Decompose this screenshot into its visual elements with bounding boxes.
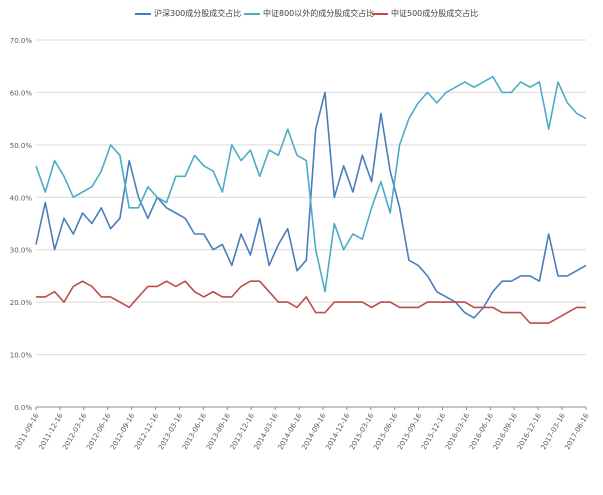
legend-item-zz500: 中证500成分股成交占比: [372, 8, 478, 19]
y-tick-label: 30.0%: [10, 247, 33, 255]
series-line-1: [35, 75, 587, 293]
x-tick-label: 2014-09-16: [300, 412, 328, 452]
x-tick-label: 2011-12-16: [37, 412, 65, 452]
x-tick-label: 2011-09-16: [13, 412, 41, 452]
x-tick-label: 2014-03-16: [253, 412, 281, 452]
x-tick-label: 2015-03-16: [348, 412, 376, 452]
legend-swatch-hs300: [135, 12, 151, 15]
x-tick-label: 2014-12-16: [324, 412, 352, 452]
y-tick-label: 0.0%: [14, 404, 32, 412]
x-tick-label: 2015-06-16: [372, 412, 400, 452]
x-tick-label: 2012-06-16: [85, 412, 113, 452]
legend-swatch-zz500: [372, 12, 388, 15]
y-tick-labels: 0.0% 10.0% 20.0% 30.0% 40.0% 50.0% 60.0% 70.0%: [10, 37, 33, 412]
series-line-0: [35, 91, 587, 319]
legend: 沪深300成分股成交占比 中证800以外的成分股成交占比 中证500成分股成交占…: [0, 8, 603, 24]
x-tick-label: 2016-09-16: [492, 412, 520, 452]
x-tick-label: 2012-09-16: [109, 412, 137, 452]
legend-label-zz500: 中证500成分股成交占比: [391, 9, 479, 18]
x-tick-label: 2013-06-16: [181, 412, 209, 452]
x-tick-label: 2016-06-16: [468, 412, 496, 452]
x-tick-label: 2012-03-16: [61, 412, 89, 452]
x-tick-label: 2016-12-16: [516, 412, 544, 452]
series-line-2: [36, 280, 586, 324]
gridlines: [36, 39, 586, 408]
legend-label-hs300: 沪深300成分股成交占比: [154, 9, 242, 18]
y-tick-label: 20.0%: [10, 299, 33, 307]
y-tick-label: 70.0%: [10, 37, 33, 45]
x-tick-label: 2016-03-16: [444, 412, 472, 452]
legend-item-hs300: 沪深300成分股成交占比: [135, 8, 241, 19]
x-tick-labels: 2011-09-162011-12-162012-03-162012-06-16…: [13, 407, 591, 451]
y-tick-label: 50.0%: [10, 142, 33, 150]
y-tick-label: 40.0%: [10, 194, 33, 202]
x-tick-label: 2013-12-16: [229, 412, 257, 452]
y-tick-label: 60.0%: [10, 89, 33, 97]
x-tick-label: 2017-03-16: [540, 412, 568, 452]
x-tick-label: 2017-06-16: [563, 412, 591, 452]
legend-swatch-outside800: [244, 12, 260, 15]
legend-label-outside800: 中证800以外的成分股成交占比: [263, 9, 375, 18]
x-tick-label: 2015-12-16: [420, 412, 448, 452]
x-tick-label: 2013-09-16: [205, 412, 233, 452]
series-lines: [35, 75, 587, 324]
legend-item-outside800: 中证800以外的成分股成交占比: [244, 8, 374, 19]
x-tick-label: 2013-03-16: [157, 412, 185, 452]
x-tick-label: 2012-12-16: [133, 412, 161, 452]
x-tick-label: 2015-09-16: [396, 412, 424, 452]
y-tick-label: 10.0%: [10, 352, 33, 360]
x-tick-label: 2014-06-16: [277, 412, 305, 452]
